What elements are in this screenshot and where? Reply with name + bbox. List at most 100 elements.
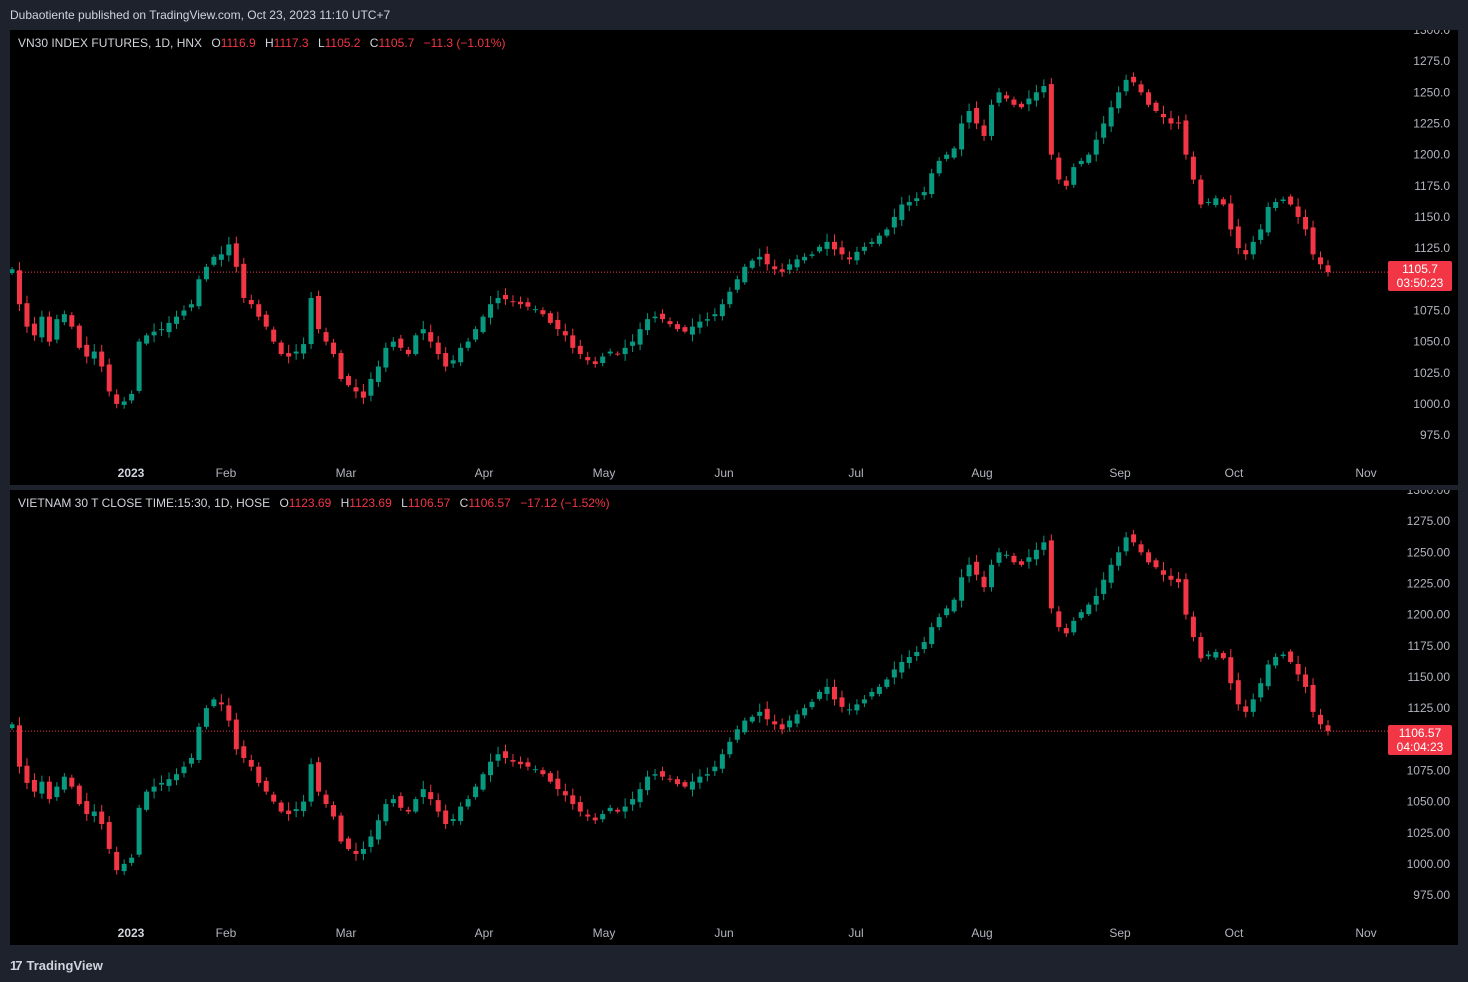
candle[interactable]	[1243, 699, 1249, 718]
candle[interactable]	[1258, 224, 1264, 245]
candle[interactable]	[1198, 632, 1204, 662]
candle[interactable]	[1146, 549, 1152, 565]
candle[interactable]	[757, 703, 763, 723]
candle[interactable]	[712, 308, 718, 322]
candle[interactable]	[196, 275, 202, 310]
candle[interactable]	[241, 740, 247, 763]
candle[interactable]	[1250, 235, 1256, 260]
candle[interactable]	[989, 559, 995, 592]
candle[interactable]	[532, 765, 538, 773]
candle[interactable]	[181, 761, 187, 778]
candle[interactable]	[824, 678, 830, 701]
candle[interactable]	[144, 333, 150, 346]
candle[interactable]	[465, 337, 471, 351]
candle[interactable]	[1003, 551, 1009, 559]
candle[interactable]	[667, 317, 673, 328]
candle[interactable]	[390, 337, 396, 351]
candle[interactable]	[525, 757, 531, 771]
candle[interactable]	[1056, 606, 1062, 632]
candle[interactable]	[54, 314, 60, 344]
candle[interactable]	[241, 257, 247, 303]
candle[interactable]	[1265, 660, 1271, 690]
candle[interactable]	[69, 774, 75, 790]
candle[interactable]	[906, 195, 912, 212]
candle[interactable]	[1243, 243, 1249, 260]
candle[interactable]	[323, 790, 329, 808]
candle[interactable]	[525, 297, 531, 311]
candle[interactable]	[899, 197, 905, 227]
candle[interactable]	[114, 846, 120, 875]
candle[interactable]	[622, 339, 628, 361]
candle[interactable]	[802, 704, 808, 719]
candle[interactable]	[944, 605, 950, 618]
candle[interactable]	[24, 758, 30, 790]
candle[interactable]	[301, 794, 307, 817]
candle[interactable]	[413, 333, 419, 356]
candle[interactable]	[570, 788, 576, 810]
candle[interactable]	[233, 236, 239, 273]
candle[interactable]	[832, 679, 837, 706]
candle[interactable]	[1220, 197, 1226, 207]
candle[interactable]	[114, 389, 120, 409]
candle[interactable]	[84, 336, 90, 364]
candle[interactable]	[151, 323, 157, 343]
candle[interactable]	[1146, 89, 1152, 108]
candle[interactable]	[1161, 105, 1166, 125]
candle[interactable]	[757, 248, 763, 267]
candle[interactable]	[974, 555, 980, 581]
candle[interactable]	[719, 298, 725, 321]
candle[interactable]	[817, 689, 823, 701]
candle[interactable]	[271, 791, 277, 805]
candle[interactable]	[1131, 529, 1137, 547]
candle[interactable]	[929, 168, 935, 198]
candle[interactable]	[674, 776, 680, 787]
candle[interactable]	[10, 722, 15, 730]
candle[interactable]	[517, 756, 523, 769]
candle[interactable]	[420, 780, 426, 804]
candle[interactable]	[622, 798, 628, 819]
candle[interactable]	[480, 314, 486, 334]
candle[interactable]	[719, 748, 725, 774]
candle[interactable]	[1183, 573, 1189, 620]
candle[interactable]	[861, 242, 867, 255]
candle[interactable]	[1213, 195, 1219, 208]
candle[interactable]	[734, 725, 740, 743]
candle[interactable]	[1026, 90, 1032, 112]
candle[interactable]	[271, 326, 277, 345]
candle[interactable]	[712, 760, 718, 777]
candle[interactable]	[839, 240, 845, 260]
candle[interactable]	[532, 305, 538, 313]
candle[interactable]	[809, 251, 815, 259]
candle[interactable]	[473, 783, 479, 800]
candle[interactable]	[76, 323, 82, 350]
candle[interactable]	[734, 275, 740, 293]
candle[interactable]	[562, 323, 568, 342]
candle[interactable]	[996, 87, 1002, 107]
candle[interactable]	[906, 650, 912, 669]
candle[interactable]	[405, 806, 411, 815]
candle[interactable]	[966, 103, 972, 129]
candle[interactable]	[1250, 693, 1256, 717]
chart-pane-vn30-futures[interactable]: 1300.0 1275.0 1250.0 1225.0 1200.0 1175.0 1150…	[10, 30, 1458, 485]
candle[interactable]	[360, 383, 366, 404]
candle[interactable]	[764, 246, 770, 271]
candle[interactable]	[959, 115, 965, 157]
candle[interactable]	[1026, 549, 1032, 569]
candle[interactable]	[1168, 568, 1174, 586]
candle[interactable]	[1011, 96, 1017, 108]
candle[interactable]	[637, 782, 643, 808]
candle[interactable]	[1235, 672, 1241, 711]
candle[interactable]	[428, 324, 434, 348]
candle[interactable]	[1175, 115, 1181, 130]
candle[interactable]	[1101, 572, 1107, 601]
candle[interactable]	[1318, 251, 1324, 270]
candle[interactable]	[1205, 650, 1211, 660]
candle[interactable]	[749, 714, 755, 724]
candle[interactable]	[824, 233, 830, 256]
candle[interactable]	[226, 236, 232, 262]
candle[interactable]	[196, 723, 202, 764]
tradingview-logo[interactable]: 17 TradingView	[10, 958, 103, 973]
candle[interactable]	[473, 326, 479, 343]
candle[interactable]	[331, 801, 337, 820]
candle[interactable]	[936, 157, 942, 177]
